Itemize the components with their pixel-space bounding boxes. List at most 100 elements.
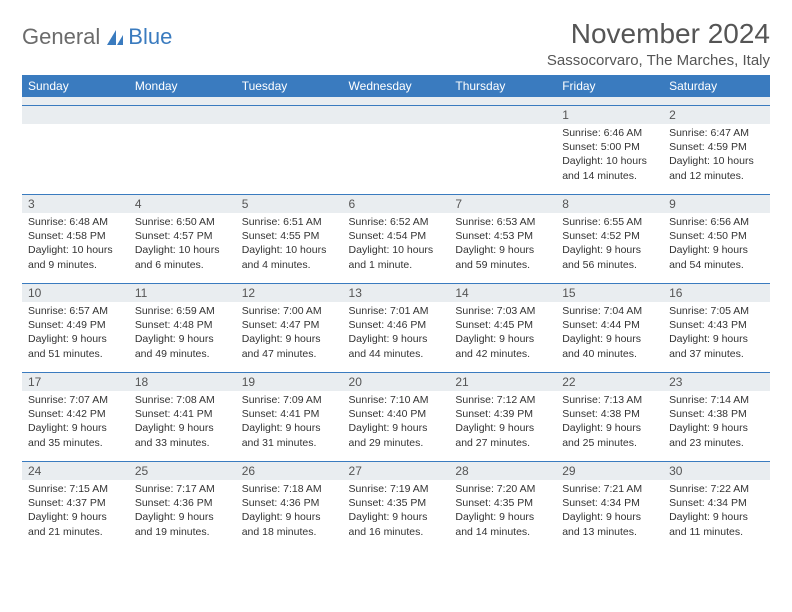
sunrise-line: Sunrise: 7:14 AM bbox=[669, 393, 764, 407]
day-number-cell: 2 bbox=[663, 106, 770, 125]
day-content-cell: Sunrise: 6:59 AMSunset: 4:48 PMDaylight:… bbox=[129, 302, 236, 373]
daylight-line: Daylight: 10 hours and 4 minutes. bbox=[242, 243, 337, 271]
month-title: November 2024 bbox=[547, 18, 770, 50]
day-content-cell: Sunrise: 7:15 AMSunset: 4:37 PMDaylight:… bbox=[22, 480, 129, 550]
day-content-cell: Sunrise: 7:03 AMSunset: 4:45 PMDaylight:… bbox=[449, 302, 556, 373]
day-number-cell: 13 bbox=[343, 284, 450, 303]
calendar-thead: SundayMondayTuesdayWednesdayThursdayFrid… bbox=[22, 75, 770, 97]
calendar-table: SundayMondayTuesdayWednesdayThursdayFrid… bbox=[22, 75, 770, 550]
day-detail: Sunrise: 6:56 AMSunset: 4:50 PMDaylight:… bbox=[669, 215, 764, 272]
sunrise-line: Sunrise: 7:17 AM bbox=[135, 482, 230, 496]
sunset-line: Sunset: 4:55 PM bbox=[242, 229, 337, 243]
day-detail: Sunrise: 7:13 AMSunset: 4:38 PMDaylight:… bbox=[562, 393, 657, 450]
day-number-row: 17181920212223 bbox=[22, 373, 770, 392]
day-number-row: 24252627282930 bbox=[22, 462, 770, 481]
day-content-cell: Sunrise: 7:04 AMSunset: 4:44 PMDaylight:… bbox=[556, 302, 663, 373]
spacer-row bbox=[22, 97, 770, 106]
sunset-line: Sunset: 4:39 PM bbox=[455, 407, 550, 421]
day-number-cell bbox=[129, 106, 236, 125]
day-number: 1 bbox=[562, 108, 569, 122]
day-number: 10 bbox=[28, 286, 41, 300]
weekday-header: Thursday bbox=[449, 75, 556, 97]
page-header: General Blue November 2024 Sassocorvaro,… bbox=[22, 18, 770, 69]
location: Sassocorvaro, The Marches, Italy bbox=[547, 52, 770, 69]
day-number: 25 bbox=[135, 464, 148, 478]
day-content-row: Sunrise: 6:46 AMSunset: 5:00 PMDaylight:… bbox=[22, 124, 770, 195]
sunset-line: Sunset: 4:47 PM bbox=[242, 318, 337, 332]
day-content-cell: Sunrise: 6:51 AMSunset: 4:55 PMDaylight:… bbox=[236, 213, 343, 284]
day-detail: Sunrise: 7:01 AMSunset: 4:46 PMDaylight:… bbox=[349, 304, 444, 361]
day-number-cell: 19 bbox=[236, 373, 343, 392]
weekday-header: Wednesday bbox=[343, 75, 450, 97]
calendar-body: 1 2 Sunrise: 6:46 AMSunset: 5:00 PMDayligh… bbox=[22, 97, 770, 550]
day-content-cell: Sunrise: 7:18 AMSunset: 4:36 PMDaylight:… bbox=[236, 480, 343, 550]
day-detail: Sunrise: 6:46 AMSunset: 5:00 PMDaylight:… bbox=[562, 126, 657, 183]
day-content-cell: Sunrise: 6:47 AMSunset: 4:59 PMDaylight:… bbox=[663, 124, 770, 195]
daylight-line: Daylight: 9 hours and 16 minutes. bbox=[349, 510, 444, 538]
day-number: 5 bbox=[242, 197, 249, 211]
day-detail: Sunrise: 6:59 AMSunset: 4:48 PMDaylight:… bbox=[135, 304, 230, 361]
weekday-header: Tuesday bbox=[236, 75, 343, 97]
sunset-line: Sunset: 4:41 PM bbox=[242, 407, 337, 421]
day-number: 22 bbox=[562, 375, 575, 389]
day-detail: Sunrise: 7:05 AMSunset: 4:43 PMDaylight:… bbox=[669, 304, 764, 361]
daylight-line: Daylight: 9 hours and 56 minutes. bbox=[562, 243, 657, 271]
day-number: 27 bbox=[349, 464, 362, 478]
day-content-cell: Sunrise: 7:08 AMSunset: 4:41 PMDaylight:… bbox=[129, 391, 236, 462]
sunset-line: Sunset: 4:59 PM bbox=[669, 140, 764, 154]
day-number-cell: 16 bbox=[663, 284, 770, 303]
daylight-line: Daylight: 9 hours and 37 minutes. bbox=[669, 332, 764, 360]
day-detail: Sunrise: 7:00 AMSunset: 4:47 PMDaylight:… bbox=[242, 304, 337, 361]
day-number-cell: 27 bbox=[343, 462, 450, 481]
day-number-cell: 26 bbox=[236, 462, 343, 481]
weekday-header: Monday bbox=[129, 75, 236, 97]
sunset-line: Sunset: 4:36 PM bbox=[242, 496, 337, 510]
day-content-cell: Sunrise: 6:57 AMSunset: 4:49 PMDaylight:… bbox=[22, 302, 129, 373]
day-detail: Sunrise: 6:57 AMSunset: 4:49 PMDaylight:… bbox=[28, 304, 123, 361]
daylight-line: Daylight: 9 hours and 47 minutes. bbox=[242, 332, 337, 360]
day-number-cell: 21 bbox=[449, 373, 556, 392]
day-detail: Sunrise: 7:14 AMSunset: 4:38 PMDaylight:… bbox=[669, 393, 764, 450]
day-number-cell: 25 bbox=[129, 462, 236, 481]
daylight-line: Daylight: 9 hours and 33 minutes. bbox=[135, 421, 230, 449]
day-number: 14 bbox=[455, 286, 468, 300]
day-content-cell: Sunrise: 6:48 AMSunset: 4:58 PMDaylight:… bbox=[22, 213, 129, 284]
daylight-line: Daylight: 9 hours and 11 minutes. bbox=[669, 510, 764, 538]
sunset-line: Sunset: 4:49 PM bbox=[28, 318, 123, 332]
day-number-cell: 10 bbox=[22, 284, 129, 303]
daylight-line: Daylight: 9 hours and 42 minutes. bbox=[455, 332, 550, 360]
day-number-cell: 18 bbox=[129, 373, 236, 392]
day-number-cell bbox=[343, 106, 450, 125]
day-number-cell: 5 bbox=[236, 195, 343, 214]
daylight-line: Daylight: 9 hours and 29 minutes. bbox=[349, 421, 444, 449]
daylight-line: Daylight: 9 hours and 19 minutes. bbox=[135, 510, 230, 538]
weekday-header-row: SundayMondayTuesdayWednesdayThursdayFrid… bbox=[22, 75, 770, 97]
logo-sail-icon bbox=[100, 24, 128, 50]
daylight-line: Daylight: 9 hours and 21 minutes. bbox=[28, 510, 123, 538]
day-content-row: Sunrise: 6:57 AMSunset: 4:49 PMDaylight:… bbox=[22, 302, 770, 373]
day-content-cell: Sunrise: 6:56 AMSunset: 4:50 PMDaylight:… bbox=[663, 213, 770, 284]
day-content-row: Sunrise: 6:48 AMSunset: 4:58 PMDaylight:… bbox=[22, 213, 770, 284]
sunset-line: Sunset: 5:00 PM bbox=[562, 140, 657, 154]
day-number-cell: 7 bbox=[449, 195, 556, 214]
day-number-cell: 3 bbox=[22, 195, 129, 214]
day-content-cell bbox=[236, 124, 343, 195]
day-detail: Sunrise: 6:52 AMSunset: 4:54 PMDaylight:… bbox=[349, 215, 444, 272]
sunrise-line: Sunrise: 7:22 AM bbox=[669, 482, 764, 496]
day-number: 15 bbox=[562, 286, 575, 300]
logo-text-blue: Blue bbox=[128, 24, 172, 50]
sunrise-line: Sunrise: 7:12 AM bbox=[455, 393, 550, 407]
sunset-line: Sunset: 4:38 PM bbox=[562, 407, 657, 421]
day-detail: Sunrise: 6:47 AMSunset: 4:59 PMDaylight:… bbox=[669, 126, 764, 183]
day-number: 19 bbox=[242, 375, 255, 389]
daylight-line: Daylight: 9 hours and 31 minutes. bbox=[242, 421, 337, 449]
day-content-row: Sunrise: 7:15 AMSunset: 4:37 PMDaylight:… bbox=[22, 480, 770, 550]
sunrise-line: Sunrise: 6:56 AM bbox=[669, 215, 764, 229]
sunrise-line: Sunrise: 7:07 AM bbox=[28, 393, 123, 407]
daylight-line: Daylight: 9 hours and 44 minutes. bbox=[349, 332, 444, 360]
daylight-line: Daylight: 9 hours and 49 minutes. bbox=[135, 332, 230, 360]
sunrise-line: Sunrise: 7:04 AM bbox=[562, 304, 657, 318]
sunrise-line: Sunrise: 7:01 AM bbox=[349, 304, 444, 318]
sunset-line: Sunset: 4:35 PM bbox=[349, 496, 444, 510]
day-number-cell bbox=[449, 106, 556, 125]
